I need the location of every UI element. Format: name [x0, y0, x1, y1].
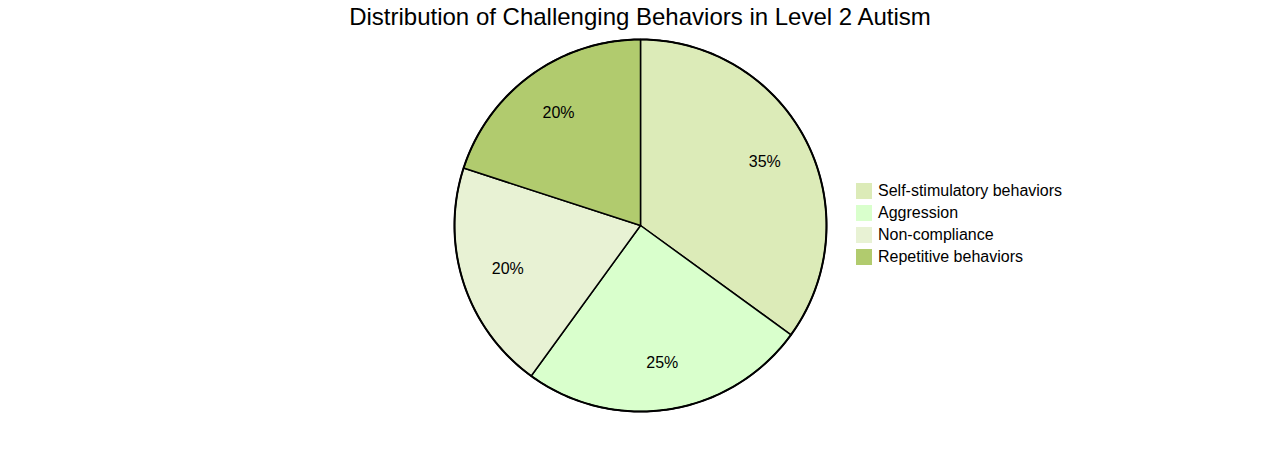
html-text:Repetitive behaviors: Repetitive behaviors — [878, 248, 1023, 265]
html-text:Non-compliance: Non-compliance — [878, 226, 994, 243]
svg-text:20%: 20% — [492, 260, 524, 277]
html-text:Aggression: Aggression — [878, 204, 958, 221]
html-text:Distribution of Challenging Be: Distribution of Challenging Behaviors in… — [349, 3, 931, 30]
svg-text:35%: 35% — [749, 153, 781, 170]
svg-text:20%: 20% — [542, 104, 574, 121]
svg-text:25%: 25% — [646, 354, 678, 371]
html-text:Self-stimulatory behaviors: Self-stimulatory behaviors — [878, 182, 1063, 199]
